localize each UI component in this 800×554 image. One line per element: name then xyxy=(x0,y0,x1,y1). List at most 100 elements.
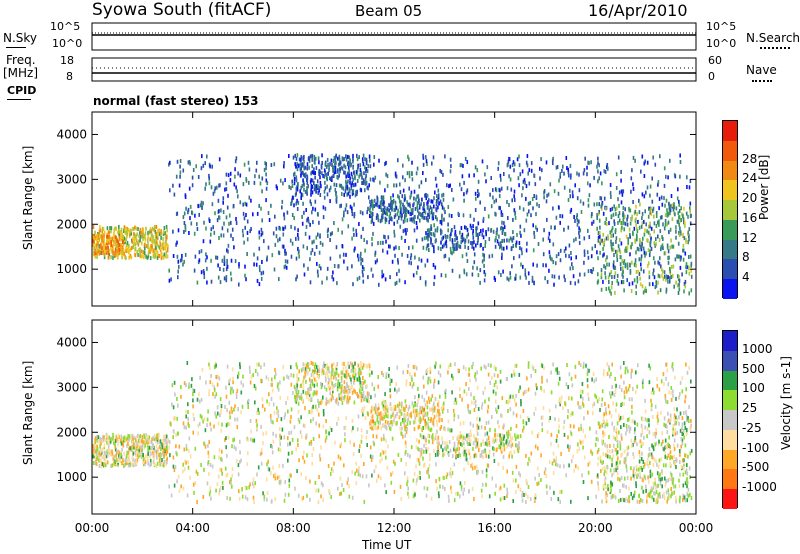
power-cell xyxy=(527,171,529,176)
velocity-cell xyxy=(372,455,374,460)
power-cell xyxy=(653,275,656,280)
power-cell xyxy=(439,228,442,233)
velocity-cell xyxy=(681,389,684,394)
velocity-cell xyxy=(151,442,154,447)
power-cell xyxy=(615,172,618,177)
power-cell xyxy=(400,207,402,212)
power-cell xyxy=(152,239,155,244)
velocity-cell xyxy=(138,454,140,459)
power-cell xyxy=(597,179,599,184)
power-cell xyxy=(464,244,466,249)
power-cell xyxy=(376,197,379,201)
velocity-cell xyxy=(260,451,263,456)
power-cell xyxy=(629,262,631,267)
velocity-cell xyxy=(676,443,679,448)
velocity-cell xyxy=(682,472,685,477)
velocity-cell xyxy=(559,464,561,469)
power-cell xyxy=(165,254,167,259)
velocity-cell xyxy=(418,461,421,466)
power-cell xyxy=(232,203,235,208)
velocity-cell xyxy=(99,439,101,444)
power-cell xyxy=(406,228,408,232)
velocity-cell xyxy=(311,409,314,414)
velocity-cell xyxy=(297,438,299,443)
power-cell xyxy=(123,225,126,230)
velocity-cell xyxy=(306,363,308,368)
power-cell xyxy=(365,167,368,171)
velocity-cell xyxy=(632,469,635,473)
velocity-cell xyxy=(307,371,309,376)
power-cell xyxy=(596,202,598,207)
velocity-cell xyxy=(497,373,499,378)
power-cell xyxy=(644,159,646,164)
velocity-cell xyxy=(553,490,555,495)
power-cell xyxy=(665,277,667,282)
velocity-cell xyxy=(515,464,518,469)
power-cell xyxy=(406,171,409,176)
velocity-cell xyxy=(320,494,322,499)
power-cell xyxy=(553,189,556,194)
velocity-cell xyxy=(217,474,220,479)
power-cell xyxy=(344,207,347,212)
velocity-cell xyxy=(220,468,223,473)
velocity-cell xyxy=(155,444,158,449)
velocity-cell xyxy=(193,417,195,422)
velocity-cell xyxy=(428,399,431,404)
power-cell xyxy=(314,175,316,180)
velocity-cell xyxy=(474,399,477,404)
power-cell xyxy=(375,202,377,207)
power-cell xyxy=(129,232,131,237)
power-cell xyxy=(149,256,152,261)
velocity-cell xyxy=(474,372,477,377)
power-cell xyxy=(339,169,341,174)
velocity-cell xyxy=(147,440,149,445)
velocity-cell xyxy=(152,435,155,440)
velocity-cell xyxy=(613,493,616,498)
velocity-cell xyxy=(104,438,107,443)
noise-tick-left-bottom: 10^0 xyxy=(52,37,83,50)
power-cell xyxy=(393,233,396,238)
velocity-cell xyxy=(283,376,285,381)
velocity-cell xyxy=(310,361,313,365)
power-cell xyxy=(363,238,365,242)
velocity-cell xyxy=(519,414,522,419)
velocity-cell xyxy=(606,362,608,367)
velocity-cell xyxy=(185,443,188,448)
velocity-cell xyxy=(104,453,106,458)
velocity-cell xyxy=(253,438,256,443)
power-cell xyxy=(678,215,681,220)
velocity-cell xyxy=(434,364,436,369)
velocity-cell xyxy=(311,369,314,374)
power-cell xyxy=(432,263,435,267)
velocity-cell xyxy=(168,440,171,445)
power-cell xyxy=(432,216,435,221)
power-cell xyxy=(397,260,399,265)
velocity-cell xyxy=(654,481,656,486)
power-cell xyxy=(113,236,115,241)
velocity-cell xyxy=(147,458,149,463)
velocity-cell xyxy=(213,424,215,429)
velocity-cell xyxy=(172,464,175,469)
velocity-cell xyxy=(249,419,252,423)
velocity-cell xyxy=(239,450,241,455)
power-cell xyxy=(597,279,600,284)
velocity-cell xyxy=(612,454,615,459)
velocity-cell xyxy=(197,423,199,428)
velocity-cell xyxy=(318,404,320,408)
velocity-cell xyxy=(296,397,299,402)
velocity-cell xyxy=(304,406,306,411)
velocity-cell xyxy=(229,377,231,382)
power-cell xyxy=(295,164,297,169)
power-cell xyxy=(657,182,659,187)
velocity-cell xyxy=(187,421,189,426)
velocity-cell xyxy=(418,439,420,444)
velocity-cell xyxy=(470,463,472,468)
power-cell xyxy=(372,273,374,278)
power-cell xyxy=(641,211,644,216)
velocity-cell xyxy=(284,492,287,497)
power-cell xyxy=(316,261,318,266)
velocity-cell xyxy=(253,484,255,489)
velocity-cell xyxy=(602,372,605,377)
power-cell xyxy=(94,243,97,248)
power-cell xyxy=(323,189,326,194)
